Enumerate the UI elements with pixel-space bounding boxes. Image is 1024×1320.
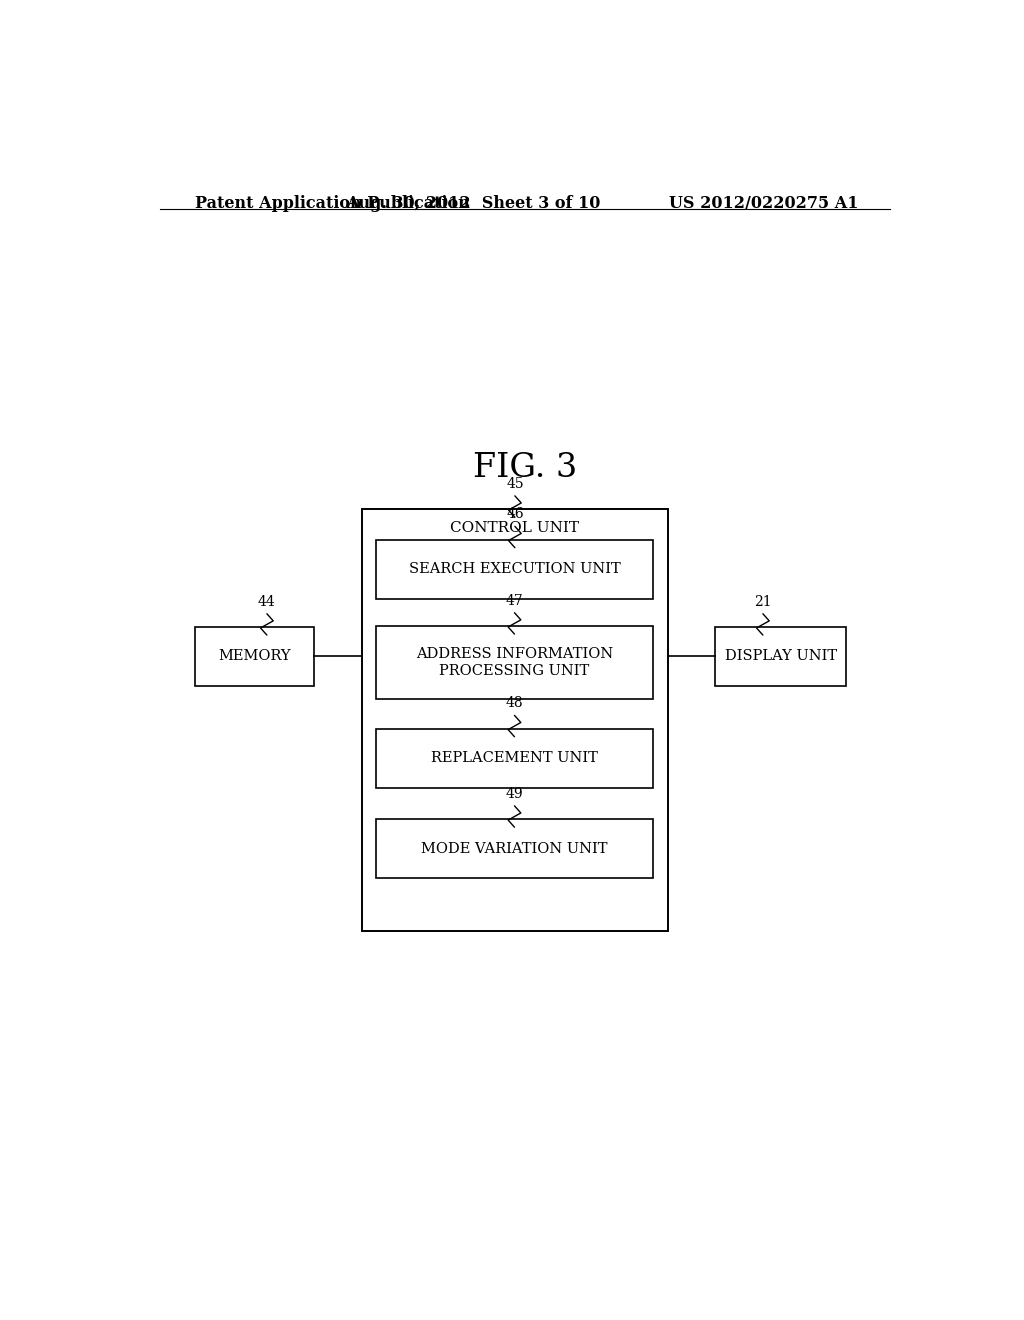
Text: Aug. 30, 2012  Sheet 3 of 10: Aug. 30, 2012 Sheet 3 of 10	[346, 195, 600, 213]
Text: DISPLAY UNIT: DISPLAY UNIT	[725, 649, 837, 664]
FancyBboxPatch shape	[377, 818, 652, 878]
Text: CONTROL UNIT: CONTROL UNIT	[451, 521, 580, 536]
Text: 47: 47	[506, 594, 523, 607]
Text: FIG. 3: FIG. 3	[473, 453, 577, 484]
Text: ADDRESS INFORMATION
PROCESSING UNIT: ADDRESS INFORMATION PROCESSING UNIT	[416, 647, 613, 677]
FancyBboxPatch shape	[196, 627, 314, 686]
Text: 45: 45	[506, 477, 523, 491]
Text: 46: 46	[506, 507, 523, 521]
Text: MEMORY: MEMORY	[219, 649, 291, 664]
Text: REPLACEMENT UNIT: REPLACEMENT UNIT	[431, 751, 598, 766]
FancyBboxPatch shape	[362, 510, 668, 931]
Text: 21: 21	[754, 595, 772, 609]
FancyBboxPatch shape	[377, 540, 652, 598]
Text: MODE VARIATION UNIT: MODE VARIATION UNIT	[421, 842, 607, 855]
FancyBboxPatch shape	[377, 729, 652, 788]
Text: 48: 48	[506, 697, 523, 710]
Text: Patent Application Publication: Patent Application Publication	[196, 195, 470, 213]
FancyBboxPatch shape	[715, 627, 846, 686]
FancyBboxPatch shape	[377, 626, 652, 700]
Text: US 2012/0220275 A1: US 2012/0220275 A1	[669, 195, 858, 213]
Text: 49: 49	[506, 787, 523, 801]
Text: 44: 44	[258, 595, 275, 609]
Text: SEARCH EXECUTION UNIT: SEARCH EXECUTION UNIT	[409, 562, 621, 576]
